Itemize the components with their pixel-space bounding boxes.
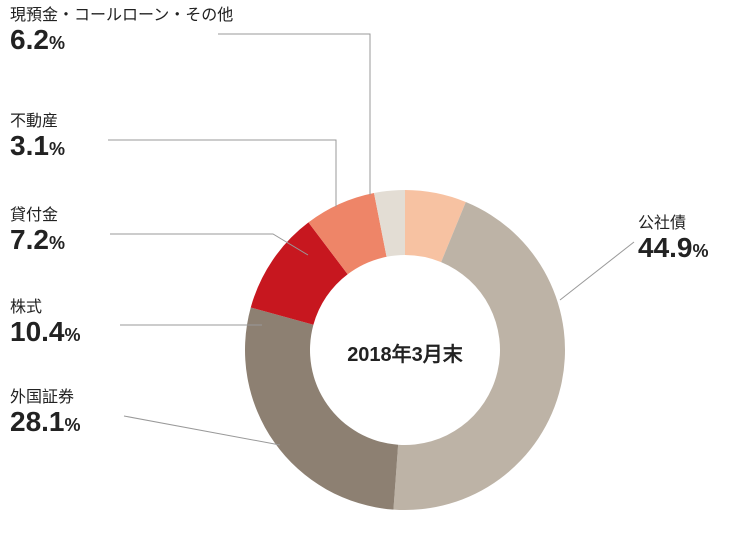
label-stocks-value: 10.4% xyxy=(10,317,81,348)
label-loans-category: 貸付金 xyxy=(10,206,65,225)
label-bonds-category: 公社債 xyxy=(638,214,709,233)
label-realest-value: 3.1% xyxy=(10,131,65,162)
center-label: 2018年3月末 xyxy=(325,338,485,367)
label-realest-category: 不動産 xyxy=(10,112,65,131)
label-cash-value: 6.2% xyxy=(10,25,233,56)
label-loans-value: 7.2% xyxy=(10,225,65,256)
label-cash-category: 現預金・コールローン・その他 xyxy=(10,6,233,25)
label-bonds: 公社債 44.9% xyxy=(638,214,709,264)
donut-svg xyxy=(0,0,740,554)
label-foreign-value: 28.1% xyxy=(10,407,81,438)
leader-loans xyxy=(110,234,308,255)
label-loans: 貸付金 7.2% xyxy=(10,206,65,256)
label-bonds-value: 44.9% xyxy=(638,233,709,264)
label-foreign: 外国証券 28.1% xyxy=(10,388,81,438)
leader-bonds xyxy=(560,242,634,300)
label-stocks-category: 株式 xyxy=(10,298,81,317)
label-realest: 不動産 3.1% xyxy=(10,112,65,162)
leader-cash xyxy=(218,34,370,195)
leader-realest xyxy=(108,140,336,207)
donut-chart: 現預金・コールローン・その他 6.2% 不動産 3.1% 貸付金 7.2% 株式… xyxy=(0,0,740,554)
label-cash: 現預金・コールローン・その他 6.2% xyxy=(10,6,233,56)
label-stocks: 株式 10.4% xyxy=(10,298,81,348)
leader-foreign xyxy=(124,416,280,445)
label-foreign-category: 外国証券 xyxy=(10,388,81,407)
